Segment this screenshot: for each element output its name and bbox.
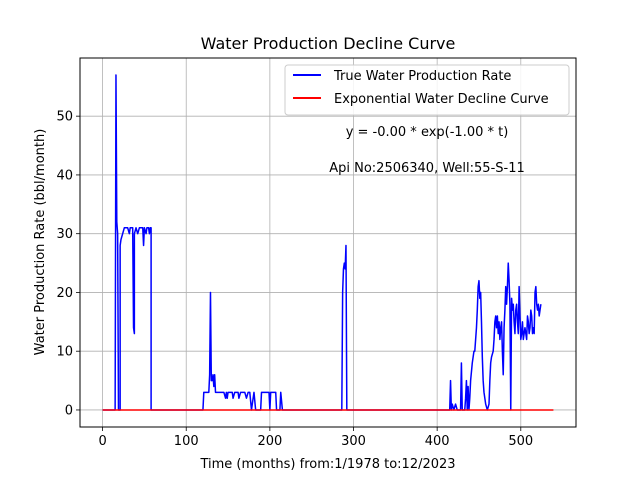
series-line-0 — [102, 74, 542, 411]
well-annotation: Api No:2506340, Well:55-S-11 — [329, 161, 525, 176]
legend: True Water Production Rate Exponential W… — [284, 64, 570, 116]
legend-box — [284, 64, 570, 116]
y-tick-label: 40 — [56, 168, 73, 183]
chart-title: Water Production Decline Curve — [201, 34, 456, 53]
x-tick-label: 0 — [98, 434, 106, 449]
equation-annotation: y = -0.00 * exp(-1.00 * t) — [346, 125, 509, 140]
legend-label-true-rate: True Water Production Rate — [333, 69, 511, 84]
plot-frame — [79, 57, 577, 428]
x-tick-label: 500 — [508, 434, 533, 449]
y-tick-label: 10 — [56, 345, 73, 360]
axis-ticks: 0 100 200 300 400 500 0 10 20 30 40 50 — [56, 110, 533, 449]
y-tick-label: 0 — [65, 403, 73, 418]
x-tick-label: 400 — [425, 434, 450, 449]
series-group — [102, 74, 554, 411]
x-axis-label: Time (months) from:1/1978 to:12/2023 — [199, 457, 455, 472]
grid-lines — [80, 58, 576, 427]
y-tick-label: 30 — [56, 227, 73, 242]
legend-label-exponential: Exponential Water Decline Curve — [334, 92, 549, 107]
y-axis-label: Water Production Rate (bbl/month) — [33, 129, 48, 356]
x-tick-label: 100 — [174, 434, 199, 449]
x-tick-label: 200 — [257, 434, 282, 449]
x-tick-label: 300 — [341, 434, 366, 449]
y-tick-label: 20 — [56, 286, 73, 301]
y-tick-label: 50 — [56, 110, 73, 125]
